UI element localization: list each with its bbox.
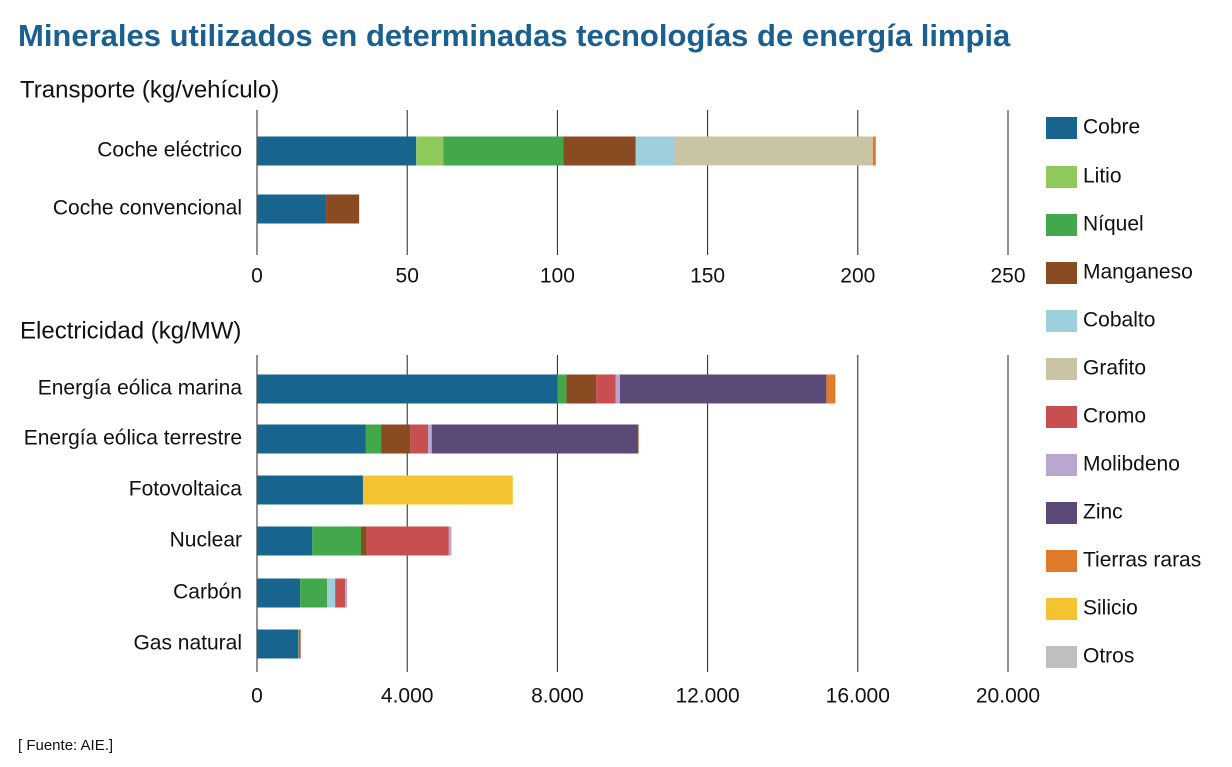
bar-segment bbox=[410, 424, 429, 454]
x-tick-label: 4.000 bbox=[381, 685, 434, 708]
bar-segment bbox=[298, 629, 299, 659]
x-tick-label: 150 bbox=[690, 265, 725, 288]
chart-title: Minerales utilizados en determinadas tec… bbox=[18, 18, 1011, 53]
bar-segment bbox=[257, 578, 301, 608]
source: [ Fuente: AIE.] bbox=[18, 737, 113, 754]
legend-label: Silicio bbox=[1083, 597, 1138, 620]
legend-label: Molibdeno bbox=[1083, 453, 1180, 476]
bar-segment bbox=[257, 136, 417, 166]
bar-segment bbox=[257, 424, 366, 454]
legend-swatch bbox=[1046, 214, 1077, 236]
bar-segment bbox=[619, 374, 827, 404]
subtitle: Transporte (kg/vehículo) bbox=[20, 76, 279, 103]
legend-swatch bbox=[1046, 166, 1077, 188]
legend-label: Grafito bbox=[1083, 357, 1146, 380]
bar-segment bbox=[257, 629, 299, 659]
legend-label: Cobalto bbox=[1083, 309, 1155, 332]
x-tick-label: 200 bbox=[840, 265, 875, 288]
bar-segment bbox=[428, 424, 432, 454]
x-tick-label: 50 bbox=[396, 265, 419, 288]
x-tick-label: 16.000 bbox=[826, 685, 890, 708]
bar-segment bbox=[448, 526, 452, 556]
bar-segment bbox=[335, 578, 346, 608]
bar-segment bbox=[431, 424, 639, 454]
legend-swatch bbox=[1046, 454, 1077, 476]
y-tick-label: Fotovoltaica bbox=[129, 478, 243, 501]
y-tick-label: Energía eólica marina bbox=[38, 377, 243, 400]
bar-segment bbox=[361, 526, 367, 556]
legend-swatch bbox=[1046, 598, 1077, 620]
bar-segment bbox=[826, 374, 836, 404]
x-tick-label: 0 bbox=[251, 265, 263, 288]
x-tick-label: 250 bbox=[990, 265, 1025, 288]
bar-segment bbox=[257, 526, 313, 556]
legend-label: Manganeso bbox=[1083, 261, 1193, 284]
bar-segment bbox=[596, 374, 616, 404]
bar-segment bbox=[366, 526, 449, 556]
bar-segment bbox=[615, 374, 620, 404]
bar-segment bbox=[638, 424, 639, 454]
bar-segment bbox=[635, 136, 675, 166]
x-tick-label: 12.000 bbox=[675, 685, 739, 708]
bar-segment bbox=[326, 194, 360, 224]
bar-segment bbox=[362, 475, 513, 505]
x-tick-label: 20.000 bbox=[976, 685, 1040, 708]
legend-swatch bbox=[1046, 262, 1077, 284]
bar-segment bbox=[557, 374, 567, 404]
bar-segment bbox=[381, 424, 411, 454]
bar-segment bbox=[257, 194, 327, 224]
bar-segment bbox=[300, 578, 328, 608]
bar-segment bbox=[327, 578, 336, 608]
bar-segment bbox=[416, 136, 444, 166]
legend-swatch bbox=[1046, 358, 1077, 380]
y-tick-label: Energía eólica terrestre bbox=[24, 427, 242, 450]
legend-swatch bbox=[1046, 117, 1077, 139]
legend-swatch bbox=[1046, 406, 1077, 428]
legend-label: Tierras raras bbox=[1083, 549, 1201, 572]
legend-label: Litio bbox=[1083, 165, 1122, 188]
y-tick-label: Nuclear bbox=[170, 529, 242, 552]
bar-segment bbox=[674, 136, 873, 166]
bar-segment bbox=[563, 136, 636, 166]
legend-label: Níquel bbox=[1083, 213, 1144, 236]
legend-swatch bbox=[1046, 502, 1077, 524]
legend-swatch bbox=[1046, 310, 1077, 332]
legend-label: Zinc bbox=[1083, 501, 1123, 524]
bar-segment bbox=[365, 424, 382, 454]
legend-swatch bbox=[1046, 550, 1077, 572]
bar-segment bbox=[257, 374, 558, 404]
y-tick-label: Coche convencional bbox=[53, 197, 242, 220]
subtitle: Electricidad (kg/MW) bbox=[20, 317, 241, 344]
y-tick-label: Carbón bbox=[173, 581, 242, 604]
bar-segment bbox=[872, 136, 876, 166]
legend-label: Cobre bbox=[1083, 116, 1140, 139]
bar-segment bbox=[257, 475, 363, 505]
bar-segment bbox=[298, 629, 301, 659]
y-tick-label: Coche eléctrico bbox=[97, 139, 242, 162]
legend-swatch bbox=[1046, 646, 1077, 668]
legend-label: Otros bbox=[1083, 645, 1134, 668]
x-tick-label: 0 bbox=[251, 685, 263, 708]
bar-segment bbox=[443, 136, 564, 166]
bar-segment bbox=[312, 526, 362, 556]
y-tick-label: Gas natural bbox=[133, 632, 242, 655]
bar-segment bbox=[566, 374, 597, 404]
bar-segment bbox=[345, 578, 348, 608]
x-tick-label: 100 bbox=[540, 265, 575, 288]
x-tick-label: 8.000 bbox=[531, 685, 584, 708]
legend-label: Cromo bbox=[1083, 405, 1146, 428]
